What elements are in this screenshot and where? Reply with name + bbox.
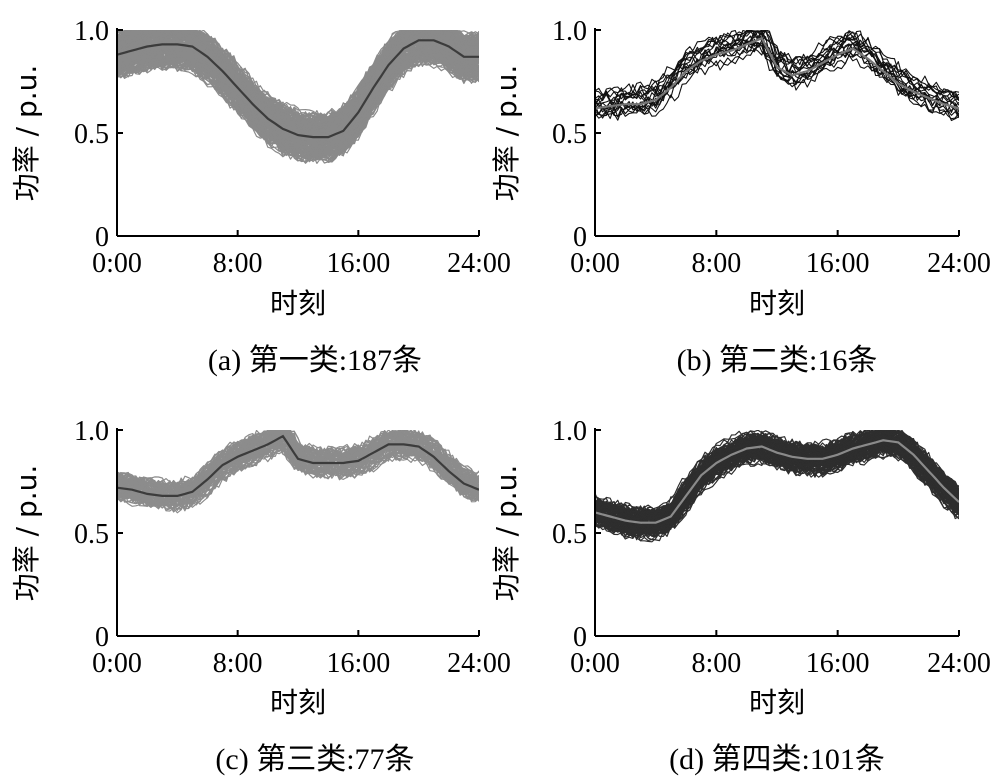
x-axis-title: 时刻 bbox=[749, 686, 805, 719]
y-axis-title: 功率 / p.u. bbox=[490, 465, 523, 602]
x-tick-label: 24:00 bbox=[927, 248, 991, 279]
x-axis-title: 时刻 bbox=[270, 686, 326, 719]
daily-curve bbox=[117, 430, 479, 500]
panel-caption: (a) 第一类:187条 bbox=[208, 344, 422, 377]
y-axis-title: 功率 / p.u. bbox=[10, 465, 43, 602]
x-tick-label: 24:00 bbox=[447, 248, 511, 279]
y-tick-label: 1.0 bbox=[74, 16, 109, 47]
x-tick-label: 8:00 bbox=[213, 648, 263, 679]
x-tick-label: 0:00 bbox=[92, 648, 142, 679]
daily-curve bbox=[117, 30, 479, 130]
curve-band bbox=[117, 430, 479, 514]
y-tick-label: 1.0 bbox=[552, 16, 587, 47]
daily-curve bbox=[117, 30, 479, 127]
x-tick-label: 24:00 bbox=[447, 648, 511, 679]
daily-curve bbox=[595, 446, 959, 535]
daily-curve bbox=[117, 430, 479, 494]
daily-curve bbox=[595, 30, 959, 101]
daily-curve bbox=[117, 57, 479, 163]
daily-curve bbox=[595, 42, 959, 121]
x-tick-label: 0:00 bbox=[92, 248, 142, 279]
x-tick-label: 16:00 bbox=[806, 648, 870, 679]
daily-curve bbox=[595, 441, 959, 527]
y-tick-label: 0.5 bbox=[552, 119, 587, 150]
cluster-center-curve bbox=[117, 434, 479, 497]
daily-curve bbox=[117, 431, 479, 500]
y-tick-label: 0 bbox=[95, 222, 109, 253]
daily-curve bbox=[595, 30, 959, 107]
daily-curve bbox=[595, 30, 959, 99]
daily-curve bbox=[117, 47, 479, 150]
daily-curve bbox=[117, 48, 479, 159]
daily-curve bbox=[595, 30, 959, 109]
y-tick-label: 0.5 bbox=[74, 519, 109, 550]
x-tick-label: 0:00 bbox=[570, 648, 620, 679]
cluster-center-curve bbox=[595, 439, 959, 524]
chart-panel-1: 0:00 8:00 16:00 24:00 0 0.5 1.0 时刻 功率 / p.u. (a) … bbox=[10, 16, 511, 377]
panel-caption: (b) 第二类:16条 bbox=[677, 344, 878, 377]
daily-curve bbox=[117, 58, 479, 159]
daily-curve bbox=[595, 436, 959, 526]
x-axis-title: 时刻 bbox=[749, 287, 805, 320]
y-axis-title: 功率 / p.u. bbox=[10, 65, 43, 202]
y-tick-label: 1.0 bbox=[552, 416, 587, 447]
y-tick-label: 0.5 bbox=[74, 119, 109, 150]
curve-band bbox=[117, 30, 479, 164]
panel-caption: (c) 第三类:77条 bbox=[215, 743, 414, 776]
curve-band bbox=[595, 30, 959, 122]
panel-caption: (d) 第四类:101条 bbox=[669, 743, 885, 776]
daily-curve bbox=[595, 32, 959, 114]
chart-panel-4: 0:00 8:00 16:00 24:00 0 0.5 1.0 时刻 功率 / p.u. (d) … bbox=[490, 416, 991, 776]
chart-panel-2: 0:00 8:00 16:00 24:00 0 0.5 1.0 时刻 功率 / p.u. (b) … bbox=[490, 16, 991, 377]
y-tick-label: 0 bbox=[573, 622, 587, 653]
x-tick-label: 8:00 bbox=[691, 648, 741, 679]
x-tick-label: 16:00 bbox=[326, 648, 390, 679]
x-tick-label: 8:00 bbox=[213, 248, 263, 279]
x-axis-title: 时刻 bbox=[270, 287, 326, 320]
daily-curve bbox=[595, 38, 959, 113]
x-tick-label: 16:00 bbox=[806, 248, 870, 279]
daily-curve bbox=[595, 30, 959, 105]
x-tick-label: 0:00 bbox=[570, 248, 620, 279]
y-tick-label: 0 bbox=[573, 222, 587, 253]
y-tick-label: 1.0 bbox=[74, 416, 109, 447]
daily-curve bbox=[117, 441, 479, 511]
x-tick-label: 16:00 bbox=[326, 248, 390, 279]
daily-curve bbox=[595, 430, 959, 515]
y-tick-label: 0 bbox=[95, 622, 109, 653]
y-tick-label: 0.5 bbox=[552, 519, 587, 550]
daily-curve bbox=[595, 445, 959, 536]
y-axis-title: 功率 / p.u. bbox=[490, 65, 523, 202]
chart-panel-3: 0:00 8:00 16:00 24:00 0 0.5 1.0 时刻 功率 / p.u. (c) … bbox=[10, 416, 511, 776]
x-tick-label: 8:00 bbox=[691, 248, 741, 279]
x-tick-label: 24:00 bbox=[927, 648, 991, 679]
cluster-center-curve bbox=[117, 39, 479, 139]
cluster-center-curve bbox=[595, 36, 959, 110]
